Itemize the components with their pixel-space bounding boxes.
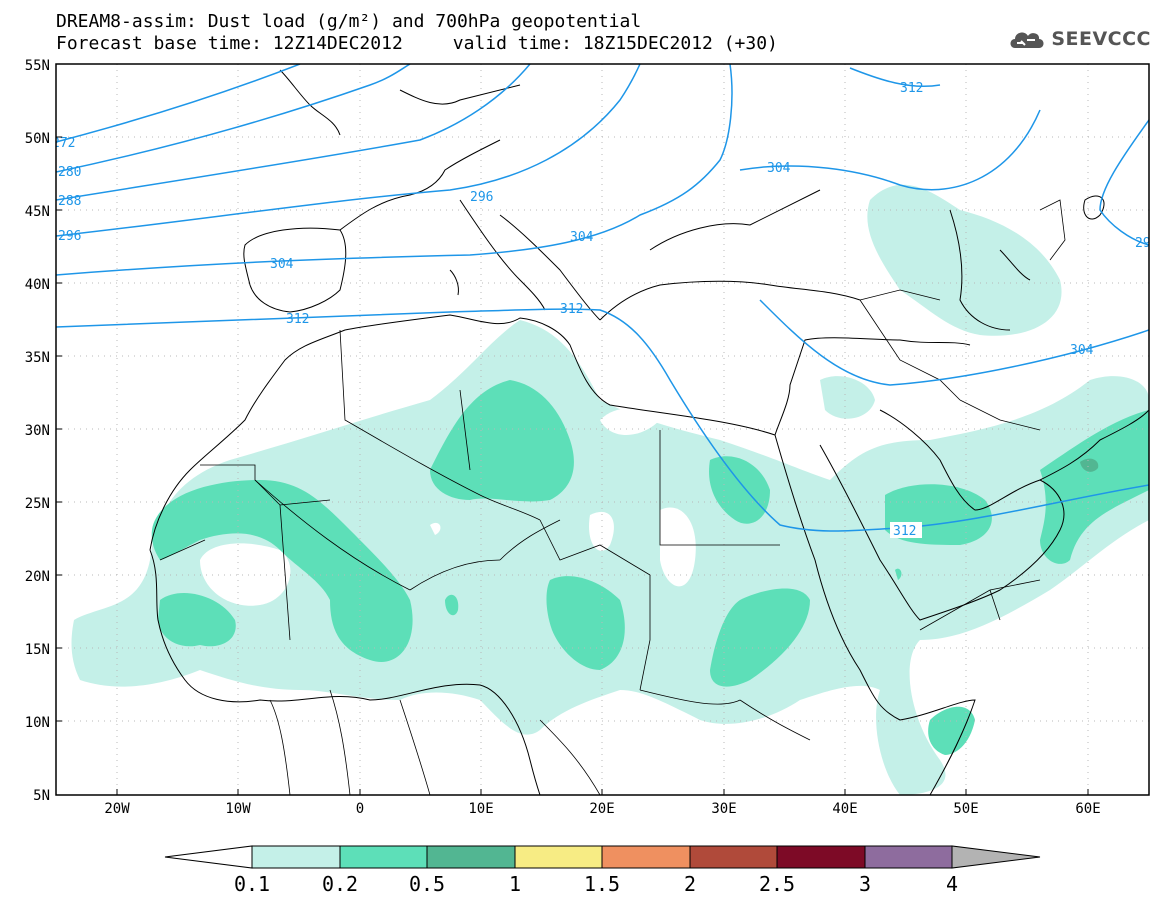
contour-label: 280: [58, 165, 81, 180]
contour-label: 272: [52, 136, 75, 151]
dust-shading-high: [1080, 458, 1099, 472]
contour-labels: 272 280 288 296 304 312 296 304 304 312 …: [52, 81, 1158, 539]
dust-shading-low: [71, 184, 1149, 795]
contour-label: 312: [893, 524, 916, 539]
lat-label: 30N: [25, 423, 50, 439]
map-area: 272 280 288 296 304 312 296 304 304 312 …: [52, 64, 1158, 795]
colorbar-label: 0.5: [409, 872, 445, 896]
contour-label: 304: [270, 257, 294, 272]
contour-label: 304: [570, 230, 594, 245]
dust-shading-mid: [151, 380, 1149, 755]
lon-label: 10W: [225, 801, 251, 817]
lon-label: 10E: [468, 801, 493, 817]
lat-label: 10N: [25, 715, 50, 731]
colorbar-under-arrow: [164, 845, 253, 869]
logo-text: SEEVCCC: [1051, 28, 1151, 50]
lat-label: 55N: [25, 58, 50, 74]
lon-label: 40E: [832, 801, 857, 817]
lat-label: 25N: [25, 496, 50, 512]
contour-label: 304: [767, 161, 791, 176]
contour-label: 304: [1070, 343, 1094, 358]
colorbar-bin: [864, 845, 953, 869]
lat-label: 45N: [25, 204, 50, 220]
lat-label: 35N: [25, 350, 50, 366]
colorbar-bin: [689, 845, 778, 869]
colorbar-bin: [426, 845, 516, 869]
base-time: Forecast base time: 12Z14DEC2012: [56, 33, 403, 54]
colorbar-bin: [514, 845, 603, 869]
colorbar-label: 2: [684, 872, 696, 896]
graticule: [56, 64, 1149, 795]
lat-label: 20N: [25, 569, 50, 585]
colorbar-label: 3: [859, 872, 871, 896]
latitude-labels: 55N 50N 45N 40N 35N 30N 25N 20N 15N 10N …: [25, 58, 50, 804]
colorbar-label: 0.1: [234, 872, 270, 896]
contour-label: 312: [560, 302, 583, 317]
contour-label: 312: [286, 312, 309, 327]
contour-label: 288: [58, 194, 81, 209]
seevccc-logo: SEEVCCC: [1007, 26, 1151, 52]
coastlines: [149, 69, 1149, 795]
lon-label: 30E: [711, 801, 736, 817]
cloud-icon: [1010, 32, 1044, 48]
colorbar-bin: [339, 845, 428, 869]
colorbar-label: 4: [946, 872, 958, 896]
colorbar-over-arrow: [951, 845, 1041, 869]
lon-label: 0: [356, 801, 364, 817]
longitude-labels: 20W 10W 0 10E 20E 30E 40E 50E 60E: [104, 801, 1100, 817]
lat-label: 15N: [25, 642, 50, 658]
axis-ticks: [56, 63, 1089, 796]
lat-label: 40N: [25, 277, 50, 293]
contour-label: 296: [1135, 236, 1158, 251]
colorbar-label: 1.5: [584, 872, 620, 896]
colorbar-bin: [251, 845, 341, 869]
lon-label: 60E: [1075, 801, 1100, 817]
colorbar-label: 1: [509, 872, 521, 896]
dust-holes: [200, 408, 696, 606]
map-title: DREAM8-assim: Dust load (g/m²) and 700hP…: [56, 11, 642, 32]
map-subtitle: Forecast base time: 12Z14DEC2012 valid ti…: [56, 34, 778, 54]
colorbar-label: 0.2: [322, 872, 358, 896]
colorbar: [164, 845, 1041, 869]
valid-time: valid time: 18Z15DEC2012 (+30): [452, 33, 778, 54]
lon-label: 20W: [104, 801, 130, 817]
lon-label: 50E: [953, 801, 978, 817]
contour-label: 296: [58, 229, 81, 244]
contour-label: 296: [470, 190, 493, 205]
lat-label: 5N: [33, 788, 50, 804]
colorbar-bin: [776, 845, 866, 869]
lat-label: 50N: [25, 131, 50, 147]
country-borders: [159, 199, 1066, 795]
contour-label: 312: [900, 81, 923, 96]
lon-label: 20E: [589, 801, 614, 817]
colorbar-label: 2.5: [759, 872, 795, 896]
colorbar-labels: 0.1 0.2 0.5 1 1.5 2 2.5 3 4: [234, 872, 958, 896]
colorbar-bin: [601, 845, 691, 869]
